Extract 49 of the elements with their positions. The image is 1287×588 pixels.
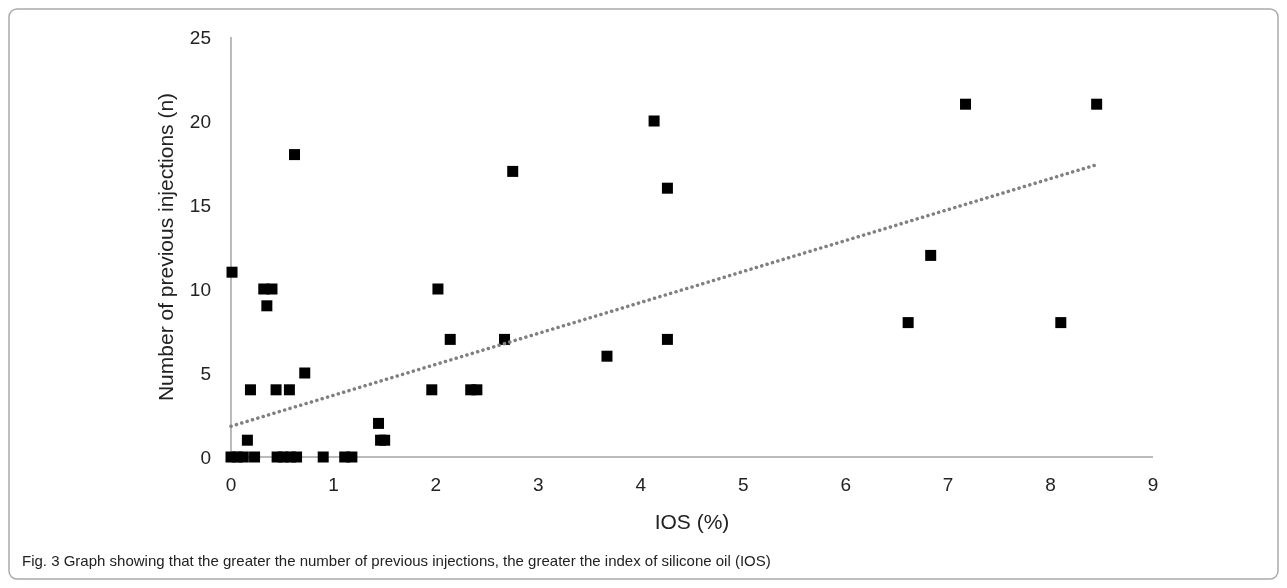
point [925, 249, 937, 261]
point [661, 333, 673, 345]
x-tick-label: 4 [635, 474, 647, 495]
x-tick-label: 2 [430, 474, 442, 495]
point [226, 266, 238, 278]
point [289, 149, 301, 161]
point [661, 182, 673, 194]
point [379, 434, 391, 446]
x-tick-label: 0 [225, 474, 237, 495]
x-axis-title: IOS (%) [654, 510, 730, 533]
point [346, 451, 358, 463]
y-tick-label: 20 [189, 111, 211, 132]
point [1091, 98, 1103, 110]
point [317, 451, 329, 463]
x-tick-label: 1 [328, 474, 339, 495]
y-tick-label: 10 [189, 279, 211, 300]
point [266, 283, 278, 295]
point [241, 434, 253, 446]
point [960, 98, 972, 110]
point [283, 384, 295, 396]
y-tick-label: 0 [200, 447, 211, 468]
point [902, 317, 914, 329]
point [432, 283, 444, 295]
point [1055, 317, 1067, 329]
point [291, 451, 303, 463]
point [373, 417, 385, 429]
point [244, 384, 256, 396]
caption: Fig. 3 Graph showing that the greater the number of previous injections, the greater the index of silicone oil (IOS) [22, 552, 771, 569]
y-axis-title: Number of previous injections (n) [154, 92, 177, 402]
y-tick-label: 25 [189, 27, 211, 48]
point [471, 384, 483, 396]
y-tick-label: 15 [189, 195, 211, 216]
point [237, 451, 249, 463]
x-tick-label: 8 [1045, 474, 1056, 495]
y-tick-label: 5 [200, 363, 211, 384]
x-tick-label: 3 [533, 474, 544, 495]
point [270, 384, 282, 396]
point [426, 384, 438, 396]
point [249, 451, 261, 463]
point [299, 367, 311, 379]
x-tick-label: 9 [1147, 474, 1159, 495]
x-tick-label: 7 [942, 474, 954, 495]
point [601, 350, 613, 362]
point [507, 165, 519, 177]
x-tick-label: 5 [737, 474, 749, 495]
point [648, 115, 660, 127]
point [261, 300, 273, 312]
x-tick-label: 6 [840, 474, 851, 495]
point [444, 333, 456, 345]
